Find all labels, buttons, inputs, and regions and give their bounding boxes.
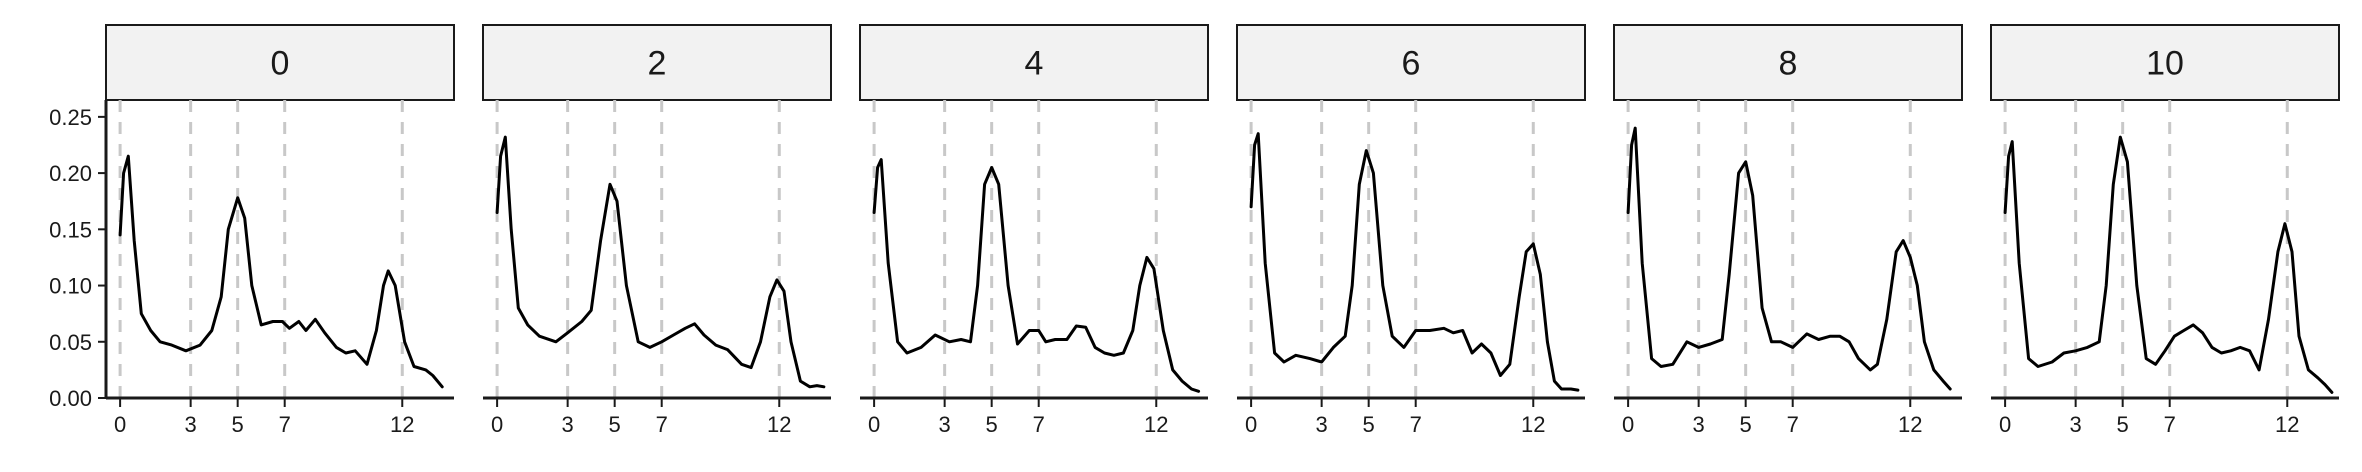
x-tick-label: 7 — [1033, 412, 1045, 437]
x-tick-label: 5 — [2117, 412, 2129, 437]
facet-panel-6: 6 0 3 5 7 12 — [1236, 24, 1586, 437]
facet-strip — [482, 24, 832, 101]
y-tick-label: 0.15 — [49, 217, 92, 242]
y-tick-label: 0.25 — [49, 105, 92, 130]
facet-strip-label: 6 — [1402, 45, 1421, 83]
y-tick-label: 0.10 — [49, 274, 92, 299]
density-line — [872, 158, 1201, 393]
x-tick-label: 3 — [185, 412, 197, 437]
x-tick-label: 0 — [1999, 412, 2011, 437]
x-tick-label: 7 — [279, 412, 291, 437]
y-tick-label: 0.00 — [49, 386, 92, 411]
x-tick-label: 5 — [1363, 412, 1375, 437]
density-line — [1626, 126, 1952, 391]
x-tick-label: 7 — [656, 412, 668, 437]
facet-strip-label: 8 — [1779, 45, 1798, 83]
x-tick-label: 12 — [1898, 412, 1922, 437]
facet-strip — [1613, 24, 1963, 101]
x-tick-label: 0 — [1245, 412, 1257, 437]
x-tick-label: 3 — [562, 412, 574, 437]
x-tick-label: 5 — [1740, 412, 1752, 437]
facet-strip-label: 2 — [648, 45, 667, 83]
facet-panel-10: 10 0 3 5 7 12 — [1990, 24, 2340, 437]
x-tick-label: 0 — [868, 412, 880, 437]
x-tick-label: 0 — [1622, 412, 1634, 437]
x-tick-label: 12 — [767, 412, 791, 437]
facet-strip-label: 0 — [271, 45, 290, 83]
y-tick-label: 0.20 — [49, 161, 92, 186]
x-tick-label: 7 — [1787, 412, 1799, 437]
x-tick-label: 7 — [2164, 412, 2176, 437]
facet-strip — [105, 24, 455, 101]
x-tick-label: 7 — [1410, 412, 1422, 437]
x-tick-label: 12 — [1521, 412, 1545, 437]
x-tick-label: 12 — [1144, 412, 1168, 437]
density-line — [2003, 135, 2334, 394]
x-tick-label: 3 — [939, 412, 951, 437]
x-tick-label: 5 — [986, 412, 998, 437]
density-line — [1249, 132, 1580, 392]
x-tick-label: 5 — [609, 412, 621, 437]
facet-strip — [1236, 24, 1586, 101]
facet-strip — [1990, 24, 2340, 101]
facet-strip-label: 4 — [1025, 45, 1044, 83]
facet-panel-8: 8 0 3 5 7 12 — [1613, 24, 1963, 437]
x-tick-label: 3 — [2070, 412, 2082, 437]
density-line — [495, 135, 826, 389]
x-tick-label: 3 — [1693, 412, 1705, 437]
facet-panel-2: 2 0 3 5 7 12 — [482, 24, 832, 437]
x-tick-label: 0 — [491, 412, 503, 437]
y-tick-label: 0.05 — [49, 330, 92, 355]
facet-panel-0: 0 0 3 5 7 12 — [105, 24, 455, 437]
x-tick-label: 0 — [114, 412, 126, 437]
x-tick-label: 12 — [390, 412, 414, 437]
facet-strip-label: 10 — [2146, 45, 2184, 83]
density-line — [118, 154, 444, 389]
x-tick-label: 12 — [2275, 412, 2299, 437]
facet-strip — [859, 24, 1209, 101]
x-tick-label: 5 — [232, 412, 244, 437]
x-tick-label: 3 — [1316, 412, 1328, 437]
facet-panel-4: 4 0 3 5 7 12 — [859, 24, 1209, 437]
